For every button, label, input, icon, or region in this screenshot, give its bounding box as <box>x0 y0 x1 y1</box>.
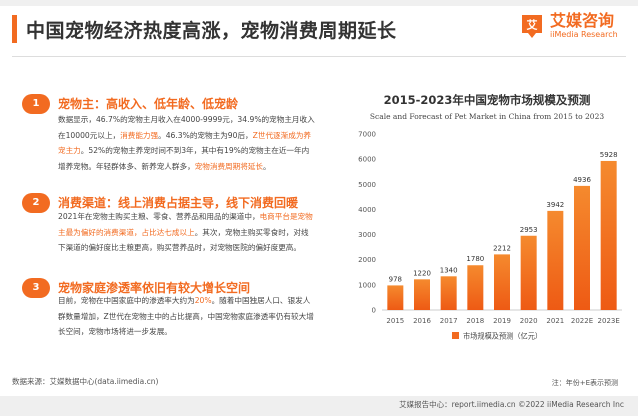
bar <box>600 160 617 310</box>
chart-subtitle: Scale and Forecast of Pet Market in Chin… <box>369 112 605 121</box>
y-tick-label: 1000 <box>358 281 376 289</box>
bar <box>414 279 430 310</box>
body-text: 数据显示，46.7%的宠物主月收入在4000-9999元，34.9%的宠物主月收… <box>58 115 315 140</box>
y-tick-label: 7000 <box>358 131 376 139</box>
point-heading: 消费渠道：线上消费占据主导，线下消费回暖 <box>58 196 299 210</box>
y-tick-label: 0 <box>372 307 376 315</box>
x-tick-label: 2019 <box>493 317 511 325</box>
body-text: 。其次，宠物主购买零食时，对线下渠道的偏好度比主粮更高，购买营养品时，对宠物医院… <box>58 227 309 253</box>
bar-value-label: 1220 <box>413 269 431 277</box>
body-text: 目前，宠物在中国家庭中的渗透率大约为 <box>58 296 195 305</box>
forecast-note: 注：年份+E表示预测 <box>551 379 618 387</box>
data-source: 数据来源：艾媒数据中心(data.iimedia.cn) <box>12 377 159 386</box>
bar <box>547 210 564 310</box>
x-tick-label: 2017 <box>440 317 458 325</box>
point-body: 2021年在宠物主购买主粮、零食、营养品和用品的渠道中，电商平台是宠物主最为偏好… <box>58 209 316 256</box>
x-tick-label: 2022E <box>571 317 593 325</box>
bar-value-label: 978 <box>389 275 402 283</box>
header-divider <box>12 56 626 57</box>
highlighted-text: 宠物消费周期将延长 <box>194 161 264 171</box>
body-text: 。随着中国独居人口、银发人群数量增加，Z世代在宠物主中的占比提高，中国宠物家庭渗… <box>58 296 314 337</box>
highlighted-text: 20% <box>194 296 212 305</box>
bar-value-label: 1340 <box>440 266 458 274</box>
y-tick-label: 6000 <box>358 156 376 164</box>
point-heading: 宠物家庭渗透率依旧有较大增长空间 <box>58 281 251 295</box>
body-text: 。52%的宠物主养宠时间不到3年，其中有19%的宠物主在近一年内增养宠物。年轻群… <box>58 146 310 171</box>
y-tick-label: 4000 <box>358 206 376 214</box>
bar <box>440 276 457 310</box>
page-header: 中国宠物经济热度高涨，宠物消费周期延长 <box>12 14 397 44</box>
body-text: 2021年在宠物主购买主粮、零食、营养品和用品的渠道中， <box>58 212 260 221</box>
logo-mark-icon: 艾 <box>520 12 544 40</box>
x-tick-label: 2021 <box>546 317 564 325</box>
y-tick-label: 3000 <box>358 231 376 239</box>
market-size-bar-chart: 0 1000 2000 3000 4000 5000 6000 7000 978 2015 1220… <box>358 131 622 341</box>
bottom-bar <box>0 396 638 416</box>
top-strip <box>0 0 638 6</box>
body-text: 。46.3%的宠物主为90后， <box>158 130 253 140</box>
svg-text:艾: 艾 <box>527 18 538 32</box>
y-tick-label: 5000 <box>358 181 376 189</box>
bar-value-label: 4936 <box>573 176 591 184</box>
highlighted-text: 消费能力强 <box>120 130 159 140</box>
point-body: 目前，宠物在中国家庭中的渗透率大约为20%。随着中国独居人口、银发人群数量增加，… <box>58 293 316 340</box>
point-number-badge: 1 <box>22 94 50 114</box>
bar <box>520 235 537 310</box>
logo-subtitle: iiMedia Research <box>550 30 618 39</box>
bar <box>574 185 590 310</box>
x-tick-label: 2020 <box>520 317 538 325</box>
bar <box>467 265 484 310</box>
logo-name: 艾媒咨询 <box>550 11 615 30</box>
point-number-badge: 3 <box>22 278 50 298</box>
bar-value-label: 2212 <box>493 244 511 252</box>
bar-value-label: 5928 <box>600 151 618 159</box>
bar <box>494 254 510 310</box>
highlighted-text: Z世代逐渐成为养宠主力 <box>58 130 312 156</box>
chart-title: 2015-2023年中国宠物市场规模及预测 <box>383 93 591 107</box>
bar-value-label: 1780 <box>466 255 484 263</box>
x-tick-label: 2016 <box>413 317 431 325</box>
page-title: 中国宠物经济热度高涨，宠物消费周期延长 <box>26 19 397 42</box>
point-number-badge: 2 <box>22 193 50 213</box>
brand-logo: 艾 艾媒咨询 iiMedia Research <box>520 12 618 40</box>
x-tick-label: 2018 <box>466 317 484 325</box>
report-center-footer: 艾媒报告中心：report.iimedia.cn ©2022 iiMedia R… <box>399 400 624 409</box>
legend-swatch <box>452 332 459 339</box>
legend-label: 市场规模及预测（亿元） <box>463 332 542 341</box>
body-text: 。 <box>263 161 271 171</box>
y-tick-label: 2000 <box>358 256 376 264</box>
highlighted-text: 电商平台是宠物主最为偏好的消费渠道，占比达七成以上 <box>58 212 313 237</box>
point-heading: 宠物主：高收入、低年龄、低宠龄 <box>58 97 239 111</box>
x-tick-label: 2015 <box>386 317 404 325</box>
bar-value-label: 2953 <box>520 226 538 234</box>
title-accent-bar <box>12 15 17 43</box>
x-tick-label: 2023E <box>598 317 620 325</box>
bar <box>387 285 404 310</box>
point-body: 数据显示，46.7%的宠物主月收入在4000-9999元，34.9%的宠物主月收… <box>58 112 316 174</box>
bar-value-label: 3942 <box>546 201 564 209</box>
